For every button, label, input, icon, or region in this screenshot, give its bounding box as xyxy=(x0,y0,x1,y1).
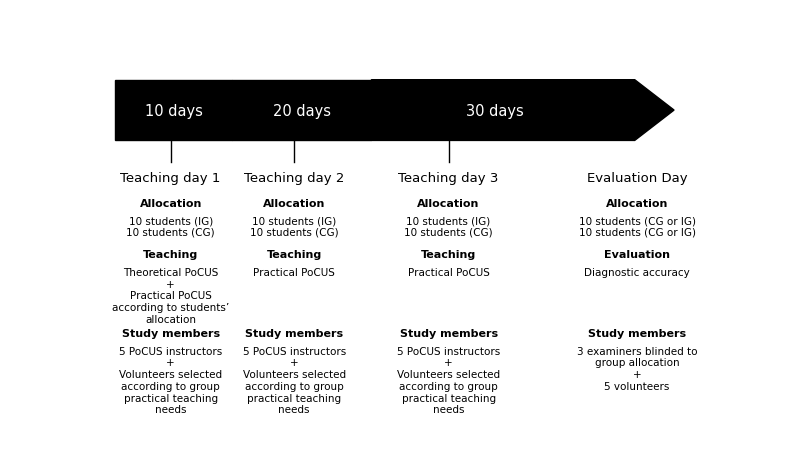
Text: group allocation: group allocation xyxy=(595,357,679,368)
Text: Volunteers selected: Volunteers selected xyxy=(242,369,346,379)
Text: Study members: Study members xyxy=(399,328,497,338)
Text: +: + xyxy=(167,279,175,289)
Text: Allocation: Allocation xyxy=(418,198,480,208)
Text: 20 days: 20 days xyxy=(273,103,331,119)
Text: Practical PoCUS: Practical PoCUS xyxy=(130,291,211,301)
Text: 10 students (CG): 10 students (CG) xyxy=(404,227,493,238)
Text: Volunteers selected: Volunteers selected xyxy=(397,369,501,379)
Text: needs: needs xyxy=(433,405,465,414)
Text: practical teaching: practical teaching xyxy=(402,393,496,403)
FancyBboxPatch shape xyxy=(233,81,371,141)
Text: Theoretical PoCUS: Theoretical PoCUS xyxy=(123,267,218,277)
Text: Study members: Study members xyxy=(588,328,686,338)
Text: 10 students (CG): 10 students (CG) xyxy=(250,227,339,238)
Text: practical teaching: practical teaching xyxy=(247,393,341,403)
Text: according to students’: according to students’ xyxy=(112,303,230,313)
Text: 5 volunteers: 5 volunteers xyxy=(604,381,669,391)
Text: according to group: according to group xyxy=(121,381,220,391)
Text: 5 PoCUS instructors: 5 PoCUS instructors xyxy=(119,346,222,356)
Text: Practical PoCUS: Practical PoCUS xyxy=(253,267,335,277)
Text: 30 days: 30 days xyxy=(466,103,524,119)
Text: Study members: Study members xyxy=(122,328,220,338)
Text: Teaching: Teaching xyxy=(143,250,198,260)
Text: 10 students (IG): 10 students (IG) xyxy=(128,216,213,225)
Text: Teaching day 2: Teaching day 2 xyxy=(244,171,344,184)
Text: 10 days: 10 days xyxy=(145,103,202,119)
Text: 10 students (IG): 10 students (IG) xyxy=(252,216,336,225)
Text: Teaching: Teaching xyxy=(421,250,477,260)
Text: Diagnostic accuracy: Diagnostic accuracy xyxy=(584,267,690,277)
Text: Study members: Study members xyxy=(245,328,344,338)
Text: needs: needs xyxy=(278,405,310,414)
Text: Teaching day 1: Teaching day 1 xyxy=(120,171,221,184)
Text: 3 examiners blinded to: 3 examiners blinded to xyxy=(577,346,697,356)
Text: 10 students (CG or IG): 10 students (CG or IG) xyxy=(579,227,696,238)
Text: needs: needs xyxy=(155,405,186,414)
Text: 10 students (CG): 10 students (CG) xyxy=(127,227,215,238)
Text: allocation: allocation xyxy=(145,314,196,325)
Text: Teaching day 3: Teaching day 3 xyxy=(398,171,499,184)
Text: Allocation: Allocation xyxy=(263,198,325,208)
Text: 10 students (IG): 10 students (IG) xyxy=(406,216,491,225)
Text: Evaluation Day: Evaluation Day xyxy=(587,171,687,184)
Text: +: + xyxy=(290,357,299,368)
Text: +: + xyxy=(167,357,175,368)
Text: 5 PoCUS instructors: 5 PoCUS instructors xyxy=(397,346,501,356)
Text: 5 PoCUS instructors: 5 PoCUS instructors xyxy=(242,346,346,356)
Text: Teaching: Teaching xyxy=(266,250,322,260)
Text: Volunteers selected: Volunteers selected xyxy=(119,369,222,379)
Text: Practical PoCUS: Practical PoCUS xyxy=(408,267,489,277)
Text: Allocation: Allocation xyxy=(139,198,202,208)
FancyBboxPatch shape xyxy=(115,81,233,141)
Text: according to group: according to group xyxy=(399,381,498,391)
Polygon shape xyxy=(371,81,674,141)
Text: Evaluation: Evaluation xyxy=(604,250,670,260)
Text: according to group: according to group xyxy=(245,381,344,391)
Text: +: + xyxy=(444,357,453,368)
Text: +: + xyxy=(633,369,642,379)
Text: practical teaching: practical teaching xyxy=(124,393,218,403)
Text: 10 students (CG or IG): 10 students (CG or IG) xyxy=(579,216,696,225)
Text: Allocation: Allocation xyxy=(606,198,668,208)
